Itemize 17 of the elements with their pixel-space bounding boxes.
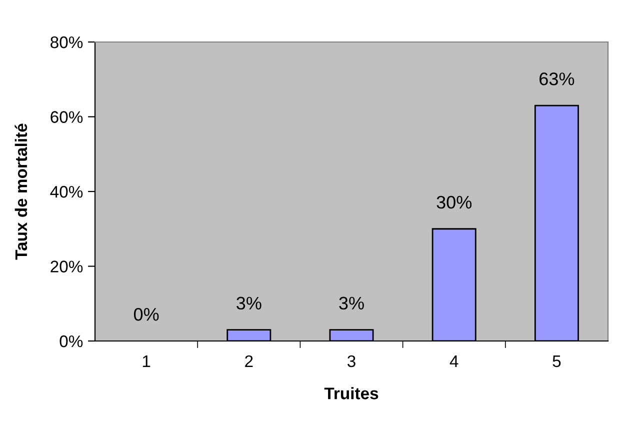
data-label: 3% — [339, 296, 364, 310]
y-axis-title: Taux de mortalité — [14, 124, 28, 260]
x-tick-label: 5 — [552, 356, 561, 368]
data-label: 0% — [134, 308, 159, 321]
x-tick-label: 2 — [245, 355, 253, 367]
x-tick-label: 4 — [450, 356, 458, 367]
x-tick-label: 1 — [142, 356, 150, 367]
x-axis-title: Truites — [324, 387, 378, 400]
data-label: 63% — [540, 72, 574, 86]
y-tick-label: 80% — [50, 36, 83, 48]
x-tick-label: 3 — [348, 355, 356, 368]
data-label: 3% — [236, 296, 262, 310]
y-tick-label: 40% — [50, 186, 83, 198]
data-label: 30% — [436, 196, 472, 209]
y-tick-label: 60% — [50, 111, 83, 123]
y-tick-label: 0% — [60, 335, 83, 348]
y-tick-label: 20% — [50, 260, 83, 272]
